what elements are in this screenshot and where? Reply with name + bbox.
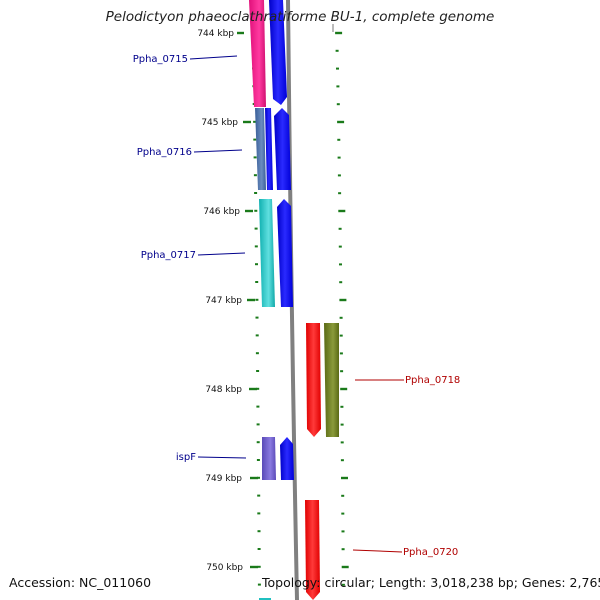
right-strand-genes [305, 323, 339, 600]
gene-label-ppha-0715[interactable]: Ppha_0715 [133, 54, 188, 65]
leader-ppha-0717 [197, 252, 246, 256]
gene-ppha-0715-cog-bar[interactable] [249, 0, 266, 107]
gene-labels: Ppha_0715 Ppha_0716 Ppha_0717 ispF Ppha_… [133, 54, 461, 558]
gene-label-ppha-0720[interactable]: Ppha_0720 [403, 547, 458, 558]
gene-ppha-0716-cog-bar[interactable] [255, 108, 266, 190]
gene-ppha-0717-arrow[interactable] [277, 199, 293, 307]
gene-ppha-0717-cog-bar[interactable] [259, 199, 275, 307]
gene-ppha-0715-arrow[interactable] [269, 0, 287, 105]
map-title: Pelodictyon phaeoclathratiforme BU-1, co… [105, 9, 495, 25]
leader-ppha-0716 [193, 149, 243, 153]
kbp-label-750: 750 kbp [206, 563, 243, 573]
gene-leaders [189, 55, 404, 553]
leader-ppha-0715 [189, 55, 238, 60]
kbp-scale: 744 kbp 745 kbp 746 kbp 747 kbp 748 kbp … [197, 29, 258, 573]
leader-ispf [197, 456, 247, 459]
gene-ispf-arrow[interactable] [280, 437, 294, 480]
outer-tick-ring [335, 31, 349, 586]
kbp-label-749: 749 kbp [205, 474, 242, 484]
kbp-label-746: 746 kbp [203, 207, 240, 217]
cog-bars [249, 0, 276, 600]
gene-ppha-0716-arrow[interactable] [265, 108, 273, 190]
genome-summary: Topology: circular; Length: 3,018,238 bp… [262, 575, 600, 590]
gene-ppha-0720-red-arrow[interactable] [305, 500, 320, 600]
kbp-label-748: 748 kbp [205, 385, 242, 395]
kbp-label-747: 747 kbp [205, 296, 242, 306]
left-strand-genes [265, 0, 294, 480]
leader-ppha-0720 [352, 549, 403, 553]
gene-ppha-0716b-arrow[interactable] [274, 108, 291, 190]
kbp-label-744: 744 kbp [197, 29, 234, 39]
gene-ispf-cog-bar[interactable] [262, 437, 276, 480]
gene-ppha-0718-olive-bar[interactable] [324, 323, 339, 437]
gene-label-ppha-0717[interactable]: Ppha_0717 [141, 250, 196, 261]
gene-label-ppha-0718[interactable]: Ppha_0718 [405, 375, 460, 386]
gene-label-ppha-0716[interactable]: Ppha_0716 [137, 147, 192, 158]
inner-tick-ring [250, 14, 261, 586]
kbp-label-745: 745 kbp [201, 118, 238, 128]
gene-ppha-0718-red-arrow[interactable] [306, 323, 321, 437]
accession-label: Accession: NC_011060 [9, 575, 152, 590]
gene-label-ispf[interactable]: ispF [176, 452, 196, 463]
